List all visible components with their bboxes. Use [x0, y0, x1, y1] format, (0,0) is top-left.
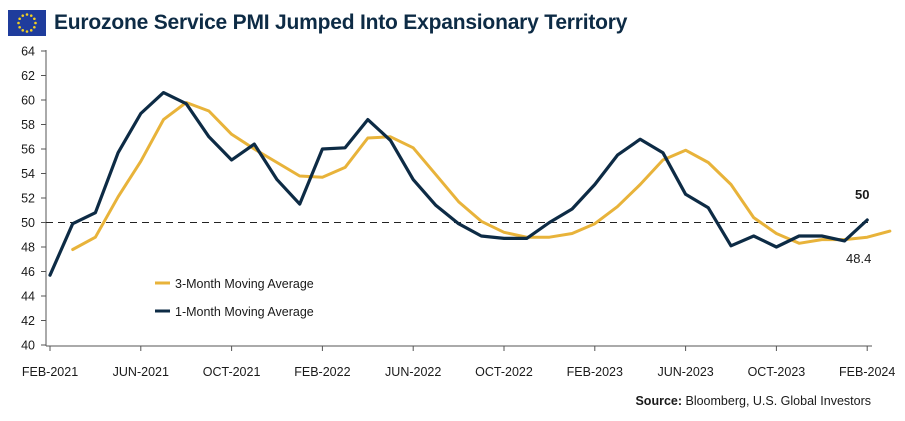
source-label: Source:	[635, 394, 683, 408]
source-text: Bloomberg, U.S. Global Investors	[682, 394, 871, 408]
x-tick-label: FEB-2021	[22, 365, 78, 379]
y-axis-ticks: 40 42 44 46 48 50 52 54 56 58 60 62 64	[21, 45, 46, 353]
series-line-1-month-average	[48, 90, 869, 277]
legend-label-3-month: 3-Month Moving Average	[175, 277, 314, 291]
x-tick-label: FEB-2024	[839, 365, 895, 379]
y-tick-label: 62	[21, 69, 35, 83]
series-lines	[46, 90, 892, 277]
chart-header: Eurozone Service PMI Jumped Into Expansi…	[8, 8, 627, 38]
y-tick-label: 54	[21, 167, 35, 181]
y-tick-label: 64	[21, 45, 35, 59]
legend: 3-Month Moving Average 1-Month Moving Av…	[155, 277, 314, 319]
x-tick-label: OCT-2022	[475, 365, 533, 379]
y-tick-label: 48	[21, 241, 35, 255]
y-tick-label: 52	[21, 192, 35, 206]
x-tick-label: JUN-2022	[385, 365, 441, 379]
y-tick-label: 46	[21, 265, 35, 279]
source-note: Source: Bloomberg, U.S. Global Investors	[635, 394, 871, 408]
y-tick-label: 44	[21, 290, 35, 304]
y-tick-label: 56	[21, 143, 35, 157]
chart-title: Eurozone Service PMI Jumped Into Expansi…	[54, 11, 628, 34]
x-tick-label: FEB-2023	[567, 365, 623, 379]
eu-flag-icon	[8, 10, 46, 36]
x-tick-label: JUN-2021	[113, 365, 169, 379]
y-tick-label: 42	[21, 314, 35, 328]
legend-label-1-month: 1-Month Moving Average	[175, 305, 314, 319]
x-axis-ticks: FEB-2021 JUN-2021 OCT-2021 FEB-2022 JUN-2022…	[22, 346, 895, 379]
x-tick-label: JUN-2023	[657, 365, 713, 379]
y-tick-label: 58	[21, 118, 35, 132]
annotation-50: 50	[855, 187, 869, 202]
annotation-48-4: 48.4	[846, 251, 871, 266]
y-tick-label: 40	[21, 339, 35, 353]
y-tick-label: 50	[21, 216, 35, 230]
series-line-3-month-average	[71, 101, 892, 251]
x-tick-label: OCT-2023	[748, 365, 806, 379]
y-tick-label: 60	[21, 94, 35, 108]
x-tick-label: FEB-2022	[294, 365, 350, 379]
x-tick-label: OCT-2021	[203, 365, 261, 379]
